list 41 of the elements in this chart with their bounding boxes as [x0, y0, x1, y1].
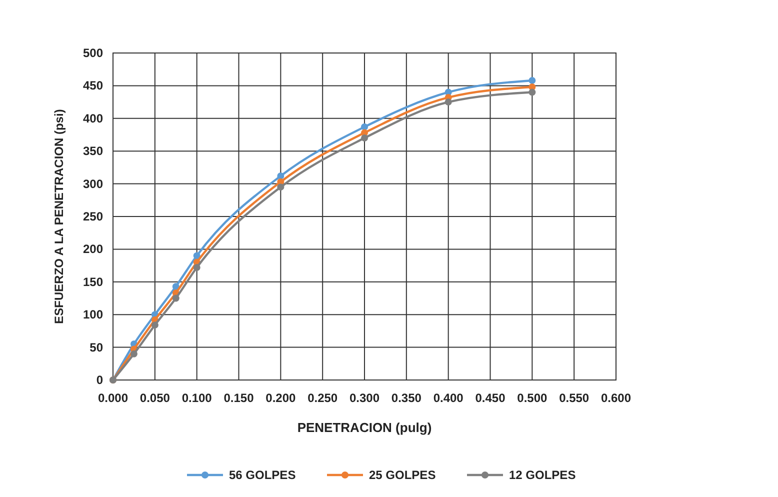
- x-tick-label: 0.400: [433, 391, 464, 405]
- x-tick-label: 0.550: [559, 391, 590, 405]
- point: [361, 134, 368, 142]
- x-tick-label: 0.500: [517, 391, 548, 405]
- x-tick-label: 0.050: [140, 391, 170, 405]
- y-tick-label: 400: [82, 111, 104, 126]
- point: [151, 322, 158, 329]
- point: [361, 123, 368, 130]
- y-tick-label: 0: [96, 373, 104, 387]
- x-tick-label: 0.200: [266, 391, 296, 405]
- y-tick-label: 50: [90, 340, 104, 354]
- y-tick-label: 200: [82, 242, 104, 256]
- point: [528, 76, 536, 84]
- x-tick-label: 0.100: [182, 391, 212, 405]
- y-tick-label: 100: [82, 308, 104, 322]
- y-axis-title: ESFUERZO A LA PENETRACION (psi): [52, 109, 66, 324]
- y-tick-label: 450: [82, 78, 104, 93]
- x-tick-label: 0.300: [349, 391, 380, 405]
- point: [193, 252, 200, 260]
- x-tick-label: 0.450: [475, 391, 506, 405]
- x-tick-label: 0.150: [224, 391, 254, 405]
- legend-label: 12 GOLPES: [509, 468, 576, 482]
- point: [172, 294, 180, 302]
- point: [130, 350, 138, 358]
- point: [277, 184, 284, 191]
- y-tick-label: 300: [82, 176, 104, 191]
- x-tick-label: 0.350: [391, 391, 422, 405]
- x-axis-title: PENETRACION (pulg): [297, 420, 432, 435]
- x-tick-label: 0.250: [308, 391, 338, 405]
- x-tick-label: 0.000: [98, 391, 128, 405]
- y-tick-label: 500: [82, 46, 104, 60]
- y-tick-label: 250: [82, 210, 104, 224]
- y-tick-label: 350: [82, 144, 104, 158]
- point: [277, 172, 284, 180]
- y-tick-label: 150: [82, 274, 104, 289]
- point: [528, 88, 536, 96]
- legend-label: 25 GOLPES: [369, 468, 436, 482]
- point: [444, 98, 452, 106]
- legend-label: 56 GOLPES: [229, 468, 296, 482]
- point: [193, 264, 200, 272]
- x-tick-label: 0.600: [600, 391, 632, 405]
